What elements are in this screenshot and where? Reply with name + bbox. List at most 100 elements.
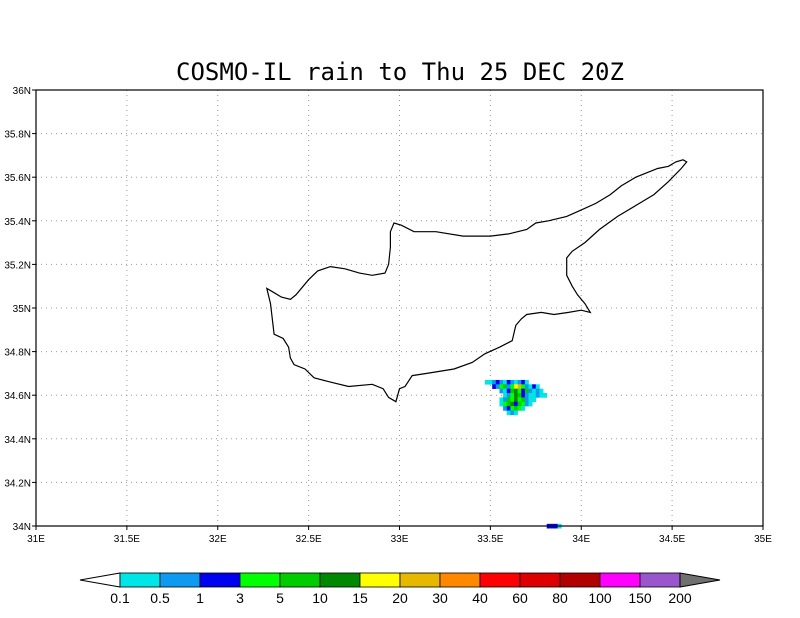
- lon-tick-label: 34E: [572, 534, 590, 545]
- rain-cell: [514, 397, 518, 403]
- colorbar-label: 3: [236, 590, 244, 606]
- rain-cell: [535, 388, 540, 394]
- lat-tick-label: 35.6N: [4, 173, 31, 184]
- longitude-axis: 31E 31.5E 32E 32.5E 33E 33.5E 34E 34.5E 35E: [27, 526, 772, 545]
- rain-cell: [535, 384, 540, 389]
- rain-cell: [532, 397, 537, 403]
- graticule-grid: [36, 90, 763, 526]
- colorbar-box: [559, 572, 601, 588]
- rain-cell: [524, 393, 529, 398]
- rain-cell: [517, 393, 522, 398]
- rain-cell: [492, 384, 497, 389]
- colorbar-box: [119, 572, 161, 588]
- colorbar-box: [199, 572, 241, 588]
- rain-cell: [517, 401, 522, 407]
- colorbar-label: 100: [588, 590, 612, 606]
- lat-tick-label: 34.2N: [4, 478, 31, 489]
- colorbar-box: [79, 572, 121, 588]
- rain-cell: [514, 379, 518, 385]
- lon-tick-label: 32E: [209, 534, 227, 545]
- rain-cell: [535, 393, 540, 398]
- lon-tick-label: 31.5E: [114, 534, 140, 545]
- colorbar-label: 15: [352, 590, 368, 606]
- rain-cell: [506, 393, 511, 398]
- colorbar-box: [679, 572, 721, 588]
- lat-tick-label: 35N: [13, 304, 31, 315]
- rain-cell: [499, 388, 504, 394]
- rain-cell: [510, 410, 515, 416]
- colorbar-box: [319, 572, 361, 588]
- rain-cell: [503, 393, 508, 398]
- rain-cell: [506, 379, 511, 385]
- colorbar-box: [439, 572, 481, 588]
- rain-cell: [510, 406, 515, 411]
- colorbar-label: 40: [472, 590, 488, 606]
- lat-tick-label: 35.4N: [4, 217, 31, 228]
- rain-cell: [521, 401, 526, 407]
- lon-tick-label: 35E: [754, 534, 772, 545]
- rain-cell: [488, 379, 493, 385]
- rain-cell: [521, 379, 526, 385]
- rain-cell: [510, 401, 515, 407]
- rain-cell: [492, 379, 497, 385]
- lon-tick-label: 34.5E: [659, 534, 685, 545]
- rain-cell: [506, 388, 511, 394]
- colorbar-box: [639, 572, 681, 588]
- colorbar-box: [159, 572, 201, 588]
- colorbar-label: 0.1: [110, 590, 130, 606]
- colorbar-label: 30: [432, 590, 448, 606]
- rain-cell: [514, 406, 518, 411]
- colorbar-box: [399, 572, 441, 588]
- rain-cell: [503, 401, 508, 407]
- colorbar-label: 0.5: [150, 590, 170, 606]
- rain-cell: [524, 401, 529, 407]
- rain-cell: [517, 397, 522, 403]
- rain-cell: [503, 388, 508, 394]
- rain-cell: [539, 388, 544, 394]
- colorbar-box: [599, 572, 641, 588]
- rain-cell: [510, 388, 515, 394]
- lon-tick-label: 31E: [27, 534, 45, 545]
- rain-cell: [503, 384, 508, 389]
- rain-cell: [514, 393, 518, 398]
- rain-cell: [506, 406, 511, 411]
- rain-cell: [503, 406, 508, 411]
- colorbar-label: 1: [196, 590, 204, 606]
- rain-cell: [521, 388, 526, 394]
- colorbar-label: 60: [512, 590, 528, 606]
- rain-cell: [524, 379, 529, 385]
- rain-cell: [521, 406, 526, 411]
- rain-cell: [528, 401, 533, 407]
- lon-tick-label: 32.5E: [296, 534, 322, 545]
- rain-cell: [532, 393, 537, 398]
- lat-tick-label: 34.4N: [4, 435, 31, 446]
- rain-cell: [517, 388, 522, 394]
- rain-cell: [539, 393, 544, 398]
- colorbar-box: [279, 572, 321, 588]
- rain-cell: [524, 397, 529, 403]
- colorbar-label: 80: [552, 590, 568, 606]
- colorbar-label: 200: [668, 590, 692, 606]
- rain-cell: [499, 397, 504, 403]
- colorbar-box: [479, 572, 521, 588]
- rain-cell: [528, 384, 533, 389]
- lat-tick-label: 36N: [13, 86, 31, 97]
- rain-cell: [524, 384, 529, 389]
- rain-cell: [514, 384, 518, 389]
- rain-field: [484, 379, 562, 529]
- colorbar-label: 10: [312, 590, 328, 606]
- colorbar-box: [239, 572, 281, 588]
- rain-cell: [503, 379, 508, 385]
- rain-cell: [506, 397, 511, 403]
- rain-cell: [543, 393, 548, 398]
- rain-cell: [521, 393, 526, 398]
- rain-cell: [499, 401, 504, 407]
- map-title: COSMO-IL rain to Thu 25 DEC 20Z: [176, 58, 624, 86]
- rain-cell: [532, 384, 537, 389]
- rain-cell: [484, 379, 489, 385]
- lat-tick-label: 34N: [13, 522, 31, 533]
- rain-cell: [528, 393, 533, 398]
- lon-tick-label: 33.5E: [477, 534, 503, 545]
- rain-cell: [517, 379, 522, 385]
